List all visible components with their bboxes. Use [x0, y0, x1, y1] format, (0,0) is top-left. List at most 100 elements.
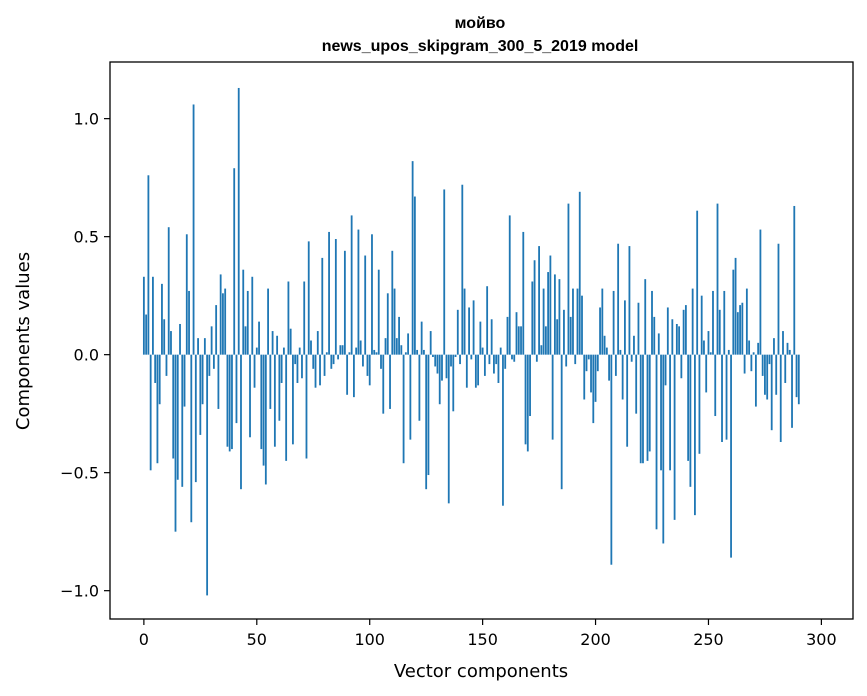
bar-267 — [745, 288, 748, 355]
bar-18 — [183, 354, 186, 407]
bar-229 — [660, 354, 662, 471]
bar-44 — [242, 269, 245, 355]
bar-135 — [447, 354, 450, 504]
x-axis-ticks: 0 50 100 150 200 250 300 — [139, 619, 837, 649]
bar-245 — [696, 210, 699, 355]
bar-197 — [587, 354, 590, 360]
bar-176 — [540, 345, 543, 355]
bar-58 — [273, 354, 276, 447]
bar-158 — [499, 347, 502, 355]
bar-194 — [581, 295, 583, 355]
bar-4 — [152, 276, 154, 355]
bar-13 — [172, 354, 175, 459]
bar-56 — [269, 354, 272, 409]
bar-236 — [675, 323, 678, 355]
bar-87 — [339, 345, 342, 355]
bar-192 — [576, 288, 579, 355]
bar-157 — [497, 354, 500, 383]
bar-118 — [409, 354, 412, 440]
bar-228 — [657, 333, 660, 355]
bar-254 — [716, 203, 719, 355]
bar-274 — [761, 354, 764, 376]
bar-160 — [504, 354, 507, 369]
bar-239 — [682, 309, 685, 355]
bar-117 — [407, 333, 410, 355]
bar-53 — [262, 354, 265, 466]
bar-196 — [585, 354, 588, 372]
bar-278 — [770, 354, 773, 431]
bar-268 — [748, 340, 751, 355]
bar-69 — [298, 347, 301, 355]
bar-148 — [477, 354, 480, 386]
bar-41 — [235, 354, 238, 424]
bar-7 — [158, 354, 161, 405]
bar-132 — [441, 354, 443, 381]
bar-32 — [215, 305, 218, 355]
y-tick-label: 0.0 — [74, 346, 99, 365]
bar-150 — [481, 347, 484, 355]
bar-289 — [795, 354, 798, 398]
bar-10 — [165, 354, 168, 376]
bar-122 — [418, 354, 421, 421]
bar-8 — [161, 283, 163, 355]
bar-14 — [174, 354, 177, 532]
bar-242 — [689, 354, 692, 487]
bar-246 — [698, 354, 701, 454]
bar-259 — [727, 349, 730, 355]
bar-66 — [292, 354, 294, 445]
bar-174 — [535, 354, 538, 362]
bar-93 — [353, 354, 355, 398]
bar-50 — [255, 347, 258, 355]
bar-70 — [301, 354, 303, 379]
bar-264 — [739, 305, 741, 355]
x-tick-label: 0 — [139, 630, 149, 649]
bar-141 — [461, 184, 464, 355]
x-tick-label: 100 — [354, 630, 385, 649]
bar-61 — [280, 354, 283, 383]
bar-147 — [474, 354, 477, 388]
bar-203 — [601, 288, 604, 355]
bar-33 — [217, 354, 220, 409]
bar-30 — [210, 326, 213, 355]
bar-86 — [337, 354, 339, 360]
bar-65 — [289, 328, 292, 355]
bar-91 — [348, 352, 351, 355]
bar-9 — [163, 319, 166, 355]
plot-frame — [109, 61, 854, 620]
bar-26 — [201, 354, 204, 405]
bar-222 — [644, 279, 647, 355]
bar-96 — [359, 340, 362, 355]
bar-21 — [190, 354, 193, 523]
bar-112 — [395, 338, 398, 355]
bar-136 — [450, 354, 452, 367]
bar-253 — [714, 354, 717, 417]
bar-286 — [788, 349, 791, 355]
bar-108 — [386, 293, 389, 355]
bar-99 — [366, 354, 369, 376]
bar-109 — [389, 354, 391, 409]
bar-237 — [678, 326, 681, 355]
y-tick-label: −0.5 — [60, 464, 99, 483]
bar-103 — [375, 352, 378, 355]
bar-59 — [276, 335, 279, 355]
bar-169 — [524, 354, 527, 445]
bar-171 — [529, 354, 531, 417]
bar-79 — [321, 257, 324, 355]
bar-134 — [445, 354, 448, 379]
bar-272 — [757, 342, 760, 355]
bar-211 — [619, 349, 622, 355]
bar-162 — [508, 215, 511, 355]
bar-2 — [147, 175, 150, 355]
bar-247 — [700, 295, 703, 355]
bar-133 — [443, 189, 446, 355]
bar-244 — [694, 354, 696, 516]
y-axis-ticks: −1.0 −0.5 0.0 0.5 1.0 — [60, 110, 110, 601]
bar-168 — [522, 231, 525, 355]
bar-125 — [425, 354, 428, 490]
bar-94 — [355, 347, 358, 355]
bar-36 — [224, 288, 227, 355]
bar-60 — [278, 354, 281, 421]
bar-281 — [777, 243, 780, 355]
bar-57 — [271, 331, 274, 355]
bar-269 — [750, 354, 753, 372]
